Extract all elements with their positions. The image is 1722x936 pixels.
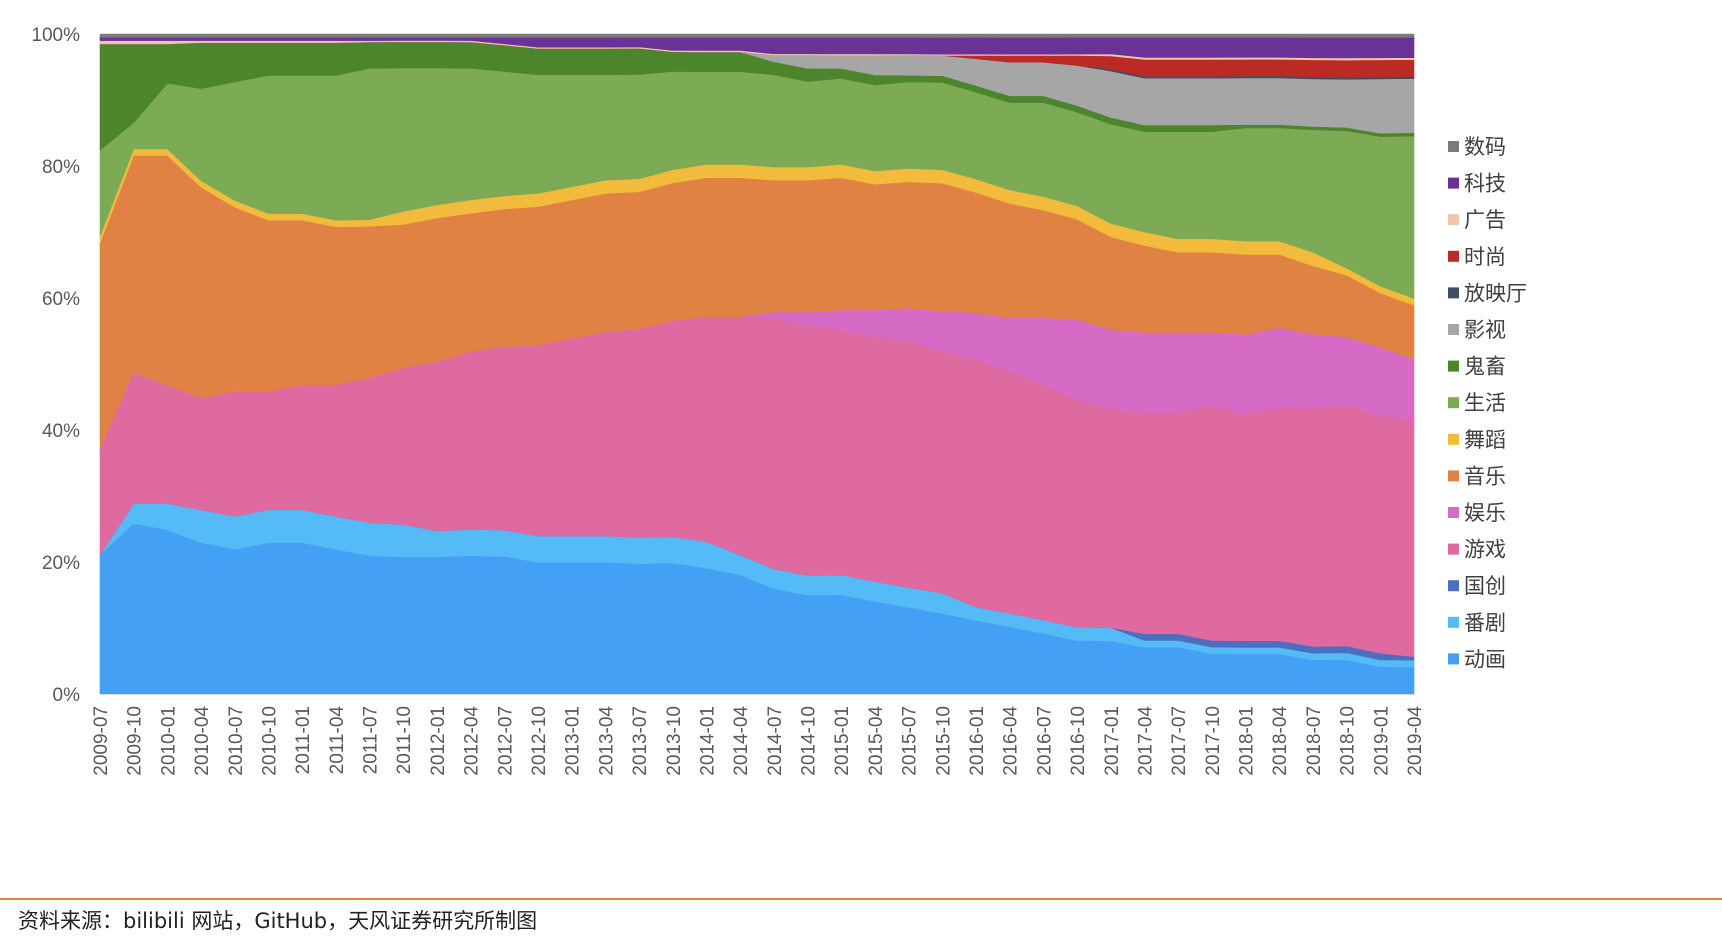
legend-swatch — [1448, 287, 1459, 299]
y-axis: 0% 20% 40% 60% 80% 100% — [31, 25, 80, 706]
x-tick-label: 2012-04 — [462, 706, 483, 776]
y-tick-label: 20% — [42, 553, 80, 574]
legend-label: 鬼畜 — [1464, 355, 1506, 379]
x-tick-label: 2016-07 — [1034, 706, 1055, 776]
legend-swatch — [1448, 214, 1459, 226]
x-tick-label: 2019-01 — [1371, 706, 1392, 776]
x-tick-label: 2013-10 — [664, 706, 685, 776]
legend-label: 广告 — [1464, 208, 1506, 232]
legend-swatch — [1448, 653, 1459, 665]
x-tick-label: 2011-10 — [394, 706, 415, 774]
legend-swatch — [1448, 507, 1459, 518]
legend-label: 时尚 — [1464, 245, 1506, 269]
x-tick-label: 2011-04 — [327, 706, 348, 775]
legend-item: 鬼畜 — [1448, 355, 1506, 379]
y-tick-label: 60% — [42, 289, 80, 310]
y-tick-label: 80% — [42, 157, 80, 178]
x-tick-label: 2012-07 — [495, 706, 516, 776]
x-tick-label: 2018-01 — [1237, 706, 1258, 776]
x-tick-label: 2009-07 — [91, 706, 112, 776]
legend-item: 番剧 — [1448, 611, 1506, 635]
x-tick-label: 2012-01 — [428, 706, 449, 776]
x-tick-label: 2013-04 — [596, 706, 617, 776]
y-tick-label: 0% — [53, 685, 81, 706]
x-tick-label: 2014-07 — [765, 706, 786, 776]
legend-label: 生活 — [1464, 391, 1506, 415]
x-tick-label: 2018-04 — [1270, 706, 1291, 776]
x-tick-label: 2019-04 — [1405, 706, 1426, 776]
legend-item: 生活 — [1448, 391, 1506, 415]
x-tick-label: 2017-10 — [1203, 706, 1224, 776]
area-series-数码 — [99, 33, 1415, 38]
x-tick-label: 2016-01 — [967, 706, 988, 776]
legend-swatch — [1448, 250, 1459, 262]
legend-item: 娱乐 — [1448, 501, 1506, 525]
y-tick-label: 100% — [31, 25, 80, 46]
legend-swatch — [1448, 433, 1459, 445]
legend-item: 音乐 — [1448, 464, 1506, 488]
legend-label: 影视 — [1464, 318, 1506, 342]
x-tick-label: 2010-04 — [192, 706, 213, 776]
footer-divider — [0, 898, 1722, 900]
legend-swatch — [1448, 324, 1459, 335]
legend-swatch — [1448, 616, 1459, 628]
x-axis: 2009-07 2009-10 2010-01 2010-04 2010-07 2010-… — [91, 694, 1426, 776]
legend-swatch — [1448, 141, 1459, 152]
x-tick-label: 2012-10 — [529, 706, 550, 776]
x-tick-label: 2018-10 — [1338, 706, 1359, 776]
x-tick-label: 2016-04 — [1001, 706, 1022, 776]
x-tick-label: 2010-07 — [226, 706, 247, 776]
legend-swatch — [1448, 543, 1459, 555]
x-tick-label: 2014-01 — [697, 706, 718, 776]
legend-swatch — [1448, 177, 1459, 189]
x-tick-label: 2017-01 — [1102, 706, 1123, 776]
legend-item: 动画 — [1448, 647, 1506, 671]
legend-item: 国创 — [1448, 574, 1506, 598]
legend-item: 科技 — [1448, 172, 1506, 196]
x-tick-label: 2014-10 — [799, 706, 820, 776]
x-tick-label: 2017-07 — [1169, 706, 1190, 776]
legend-label: 音乐 — [1464, 464, 1506, 488]
x-tick-label: 2015-01 — [832, 706, 853, 776]
x-tick-label: 2011-01 — [293, 706, 314, 774]
legend-label: 番剧 — [1464, 611, 1506, 635]
x-tick-label: 2011-07 — [361, 706, 382, 774]
y-tick-label: 40% — [42, 421, 80, 442]
source-note: 资料来源：bilibili 网站，GitHub，天风证券研究所制图 — [18, 909, 538, 933]
legend-label: 数码 — [1464, 135, 1506, 159]
series-areas — [99, 33, 1415, 695]
legend-label: 动画 — [1464, 647, 1506, 671]
x-tick-label: 2018-07 — [1304, 706, 1325, 776]
legend-item: 游戏 — [1448, 538, 1506, 562]
x-tick-label: 2016-10 — [1068, 706, 1089, 776]
legend-label: 放映厅 — [1464, 281, 1527, 305]
x-tick-label: 2013-01 — [563, 706, 584, 776]
legend-swatch — [1448, 580, 1459, 592]
legend-swatch — [1448, 470, 1459, 482]
x-tick-label: 2015-07 — [900, 706, 921, 776]
x-tick-label: 2017-04 — [1135, 706, 1156, 776]
legend-item: 影视 — [1448, 318, 1506, 342]
legend-item: 舞蹈 — [1448, 428, 1506, 452]
legend-item: 时尚 — [1448, 245, 1506, 269]
x-tick-label: 2009-10 — [125, 706, 146, 776]
legend-item: 放映厅 — [1448, 281, 1527, 305]
legend-swatch — [1448, 360, 1459, 372]
x-tick-label: 2014-04 — [731, 706, 752, 776]
legend-item: 数码 — [1448, 135, 1506, 159]
legend-label: 国创 — [1464, 574, 1506, 598]
legend-label: 娱乐 — [1464, 501, 1506, 525]
legend-swatch — [1448, 397, 1459, 409]
x-tick-label: 2013-07 — [630, 706, 651, 776]
x-tick-label: 2015-10 — [933, 706, 954, 776]
legend-item: 广告 — [1448, 208, 1506, 232]
legend-label: 舞蹈 — [1464, 428, 1506, 452]
x-tick-label: 2010-01 — [158, 706, 179, 776]
legend-label: 科技 — [1464, 172, 1506, 196]
x-tick-label: 2015-04 — [866, 706, 887, 776]
legend-label: 游戏 — [1464, 538, 1506, 562]
x-tick-label: 2010-10 — [259, 706, 280, 776]
